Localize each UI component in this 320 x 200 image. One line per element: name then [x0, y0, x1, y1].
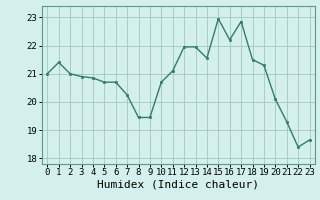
X-axis label: Humidex (Indice chaleur): Humidex (Indice chaleur) — [97, 180, 260, 190]
